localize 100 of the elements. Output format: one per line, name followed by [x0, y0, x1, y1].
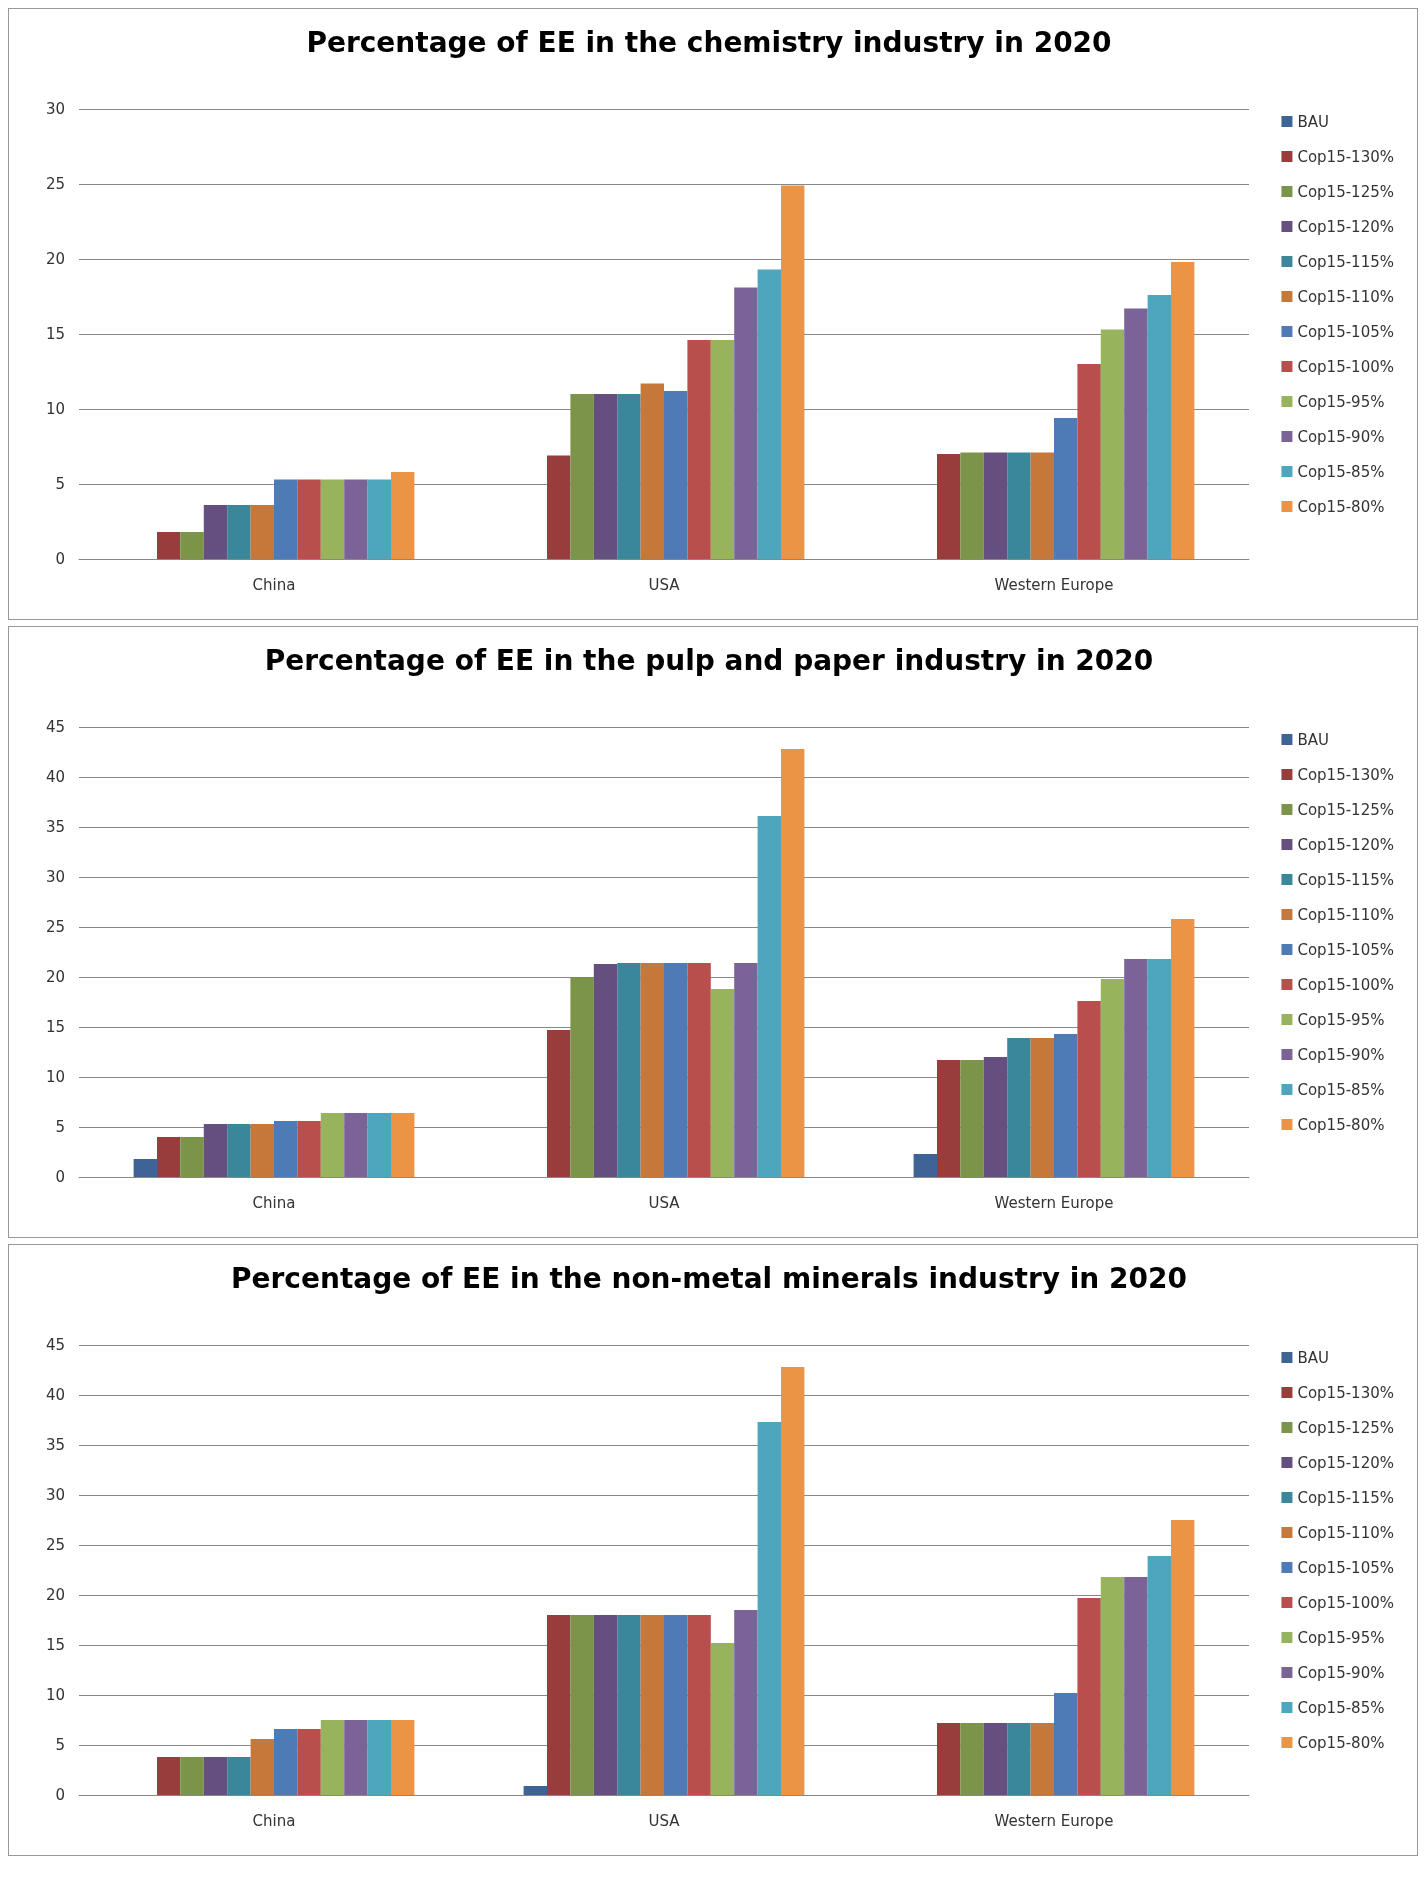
- bar: [157, 532, 181, 559]
- bar: [570, 394, 594, 559]
- bar: [617, 963, 641, 1177]
- legend-label: Cop15-120%: [1297, 835, 1395, 854]
- bar: [157, 1757, 181, 1795]
- legend-label: Cop15-95%: [1297, 1010, 1385, 1029]
- y-tick-label: 5: [55, 1118, 65, 1136]
- y-tick-label: 10: [45, 1686, 65, 1704]
- bar: [570, 1615, 594, 1795]
- legend-label: Cop15-125%: [1297, 800, 1395, 819]
- legend-label: BAU: [1297, 1348, 1329, 1367]
- legend-label: Cop15-80%: [1297, 1115, 1385, 1134]
- y-tick-label: 35: [45, 1436, 65, 1454]
- y-tick-label: 25: [45, 175, 65, 193]
- bar: [781, 185, 805, 559]
- y-tick-label: 0: [55, 1168, 65, 1186]
- bar: [547, 1615, 571, 1795]
- bar: [1171, 1520, 1195, 1795]
- bar: [227, 505, 251, 559]
- bar: [1100, 1577, 1125, 1795]
- bar: [913, 1154, 937, 1177]
- bar: [1054, 1034, 1078, 1177]
- bar: [687, 1615, 711, 1795]
- bar: [250, 505, 274, 559]
- x-tick-label: China: [252, 575, 296, 594]
- legend-label: Cop15-115%: [1297, 870, 1395, 889]
- y-tick-label: 45: [45, 1336, 65, 1354]
- y-tick-label: 0: [55, 1786, 65, 1804]
- bar: [781, 749, 805, 1177]
- bar: [391, 472, 415, 559]
- legend-label: Cop15-100%: [1297, 975, 1395, 994]
- bar: [983, 1057, 1008, 1177]
- legend-label: Cop15-90%: [1297, 427, 1385, 446]
- bar: [757, 816, 781, 1177]
- legend-label: Cop15-105%: [1297, 1558, 1395, 1577]
- y-tick-label: 20: [45, 1586, 65, 1604]
- bar: [1147, 1556, 1171, 1795]
- bar: [640, 1615, 664, 1795]
- bar: [640, 383, 664, 559]
- y-tick-label: 0: [55, 550, 65, 568]
- legend-label: Cop15-110%: [1297, 1523, 1395, 1542]
- chart-title: Percentage of EE in the pulp and paper industry in 2020: [264, 643, 1154, 677]
- y-tick-label: 10: [45, 1068, 65, 1086]
- bar: [734, 287, 758, 559]
- bar: [367, 1113, 391, 1177]
- bar: [617, 394, 641, 559]
- x-tick-label: USA: [648, 1193, 681, 1212]
- bar: [320, 1113, 345, 1177]
- bar: [274, 1121, 298, 1177]
- bar: [133, 1159, 157, 1177]
- legend-label: Cop15-85%: [1297, 1698, 1385, 1717]
- bar: [250, 1739, 274, 1795]
- legend-label: Cop15-85%: [1297, 462, 1385, 481]
- bar: [1147, 295, 1171, 559]
- bar: [593, 964, 618, 1177]
- legend-label: Cop15-130%: [1297, 1383, 1395, 1402]
- y-tick-label: 15: [45, 1018, 65, 1036]
- legend-label: Cop15-105%: [1297, 940, 1395, 959]
- bar: [1124, 959, 1148, 1177]
- bar: [757, 269, 781, 559]
- bar: [640, 963, 664, 1177]
- legend-label: Cop15-110%: [1297, 287, 1395, 306]
- bar: [1147, 959, 1171, 1177]
- bar: [1007, 1038, 1031, 1177]
- legend-label: Cop15-105%: [1297, 322, 1395, 341]
- bar: [157, 1137, 181, 1177]
- legend-label: Cop15-80%: [1297, 497, 1385, 516]
- bar: [1030, 1038, 1054, 1177]
- bar: [344, 479, 368, 559]
- x-tick-label: Western Europe: [994, 575, 1114, 594]
- legend-label: Cop15-100%: [1297, 1593, 1395, 1612]
- bar: [203, 505, 228, 559]
- y-tick-label: 15: [45, 1636, 65, 1654]
- legend-label: BAU: [1297, 112, 1329, 131]
- bar: [617, 1615, 641, 1795]
- bar: [937, 454, 961, 559]
- y-tick-label: 5: [55, 475, 65, 493]
- bar: [710, 1643, 735, 1795]
- bar: [710, 989, 735, 1177]
- bar: [1054, 1693, 1078, 1795]
- bar: [687, 963, 711, 1177]
- bar: [1007, 452, 1031, 559]
- bar: [227, 1124, 251, 1177]
- legend-label: Cop15-95%: [1297, 1628, 1385, 1647]
- y-tick-label: 20: [45, 250, 65, 268]
- bar: [1030, 452, 1054, 559]
- legend-label: Cop15-90%: [1297, 1663, 1385, 1682]
- bar: [250, 1124, 274, 1177]
- bar: [937, 1060, 961, 1177]
- bar: [391, 1720, 415, 1795]
- bar: [203, 1757, 228, 1795]
- bar: [180, 1757, 204, 1795]
- legend-label: Cop15-120%: [1297, 1453, 1395, 1472]
- bar: [710, 340, 735, 559]
- bar: [1077, 1001, 1101, 1177]
- bar: [1171, 262, 1195, 559]
- bar: [960, 452, 984, 559]
- x-tick-label: USA: [648, 1811, 681, 1830]
- x-tick-label: China: [252, 1811, 296, 1830]
- bar: [297, 1729, 321, 1795]
